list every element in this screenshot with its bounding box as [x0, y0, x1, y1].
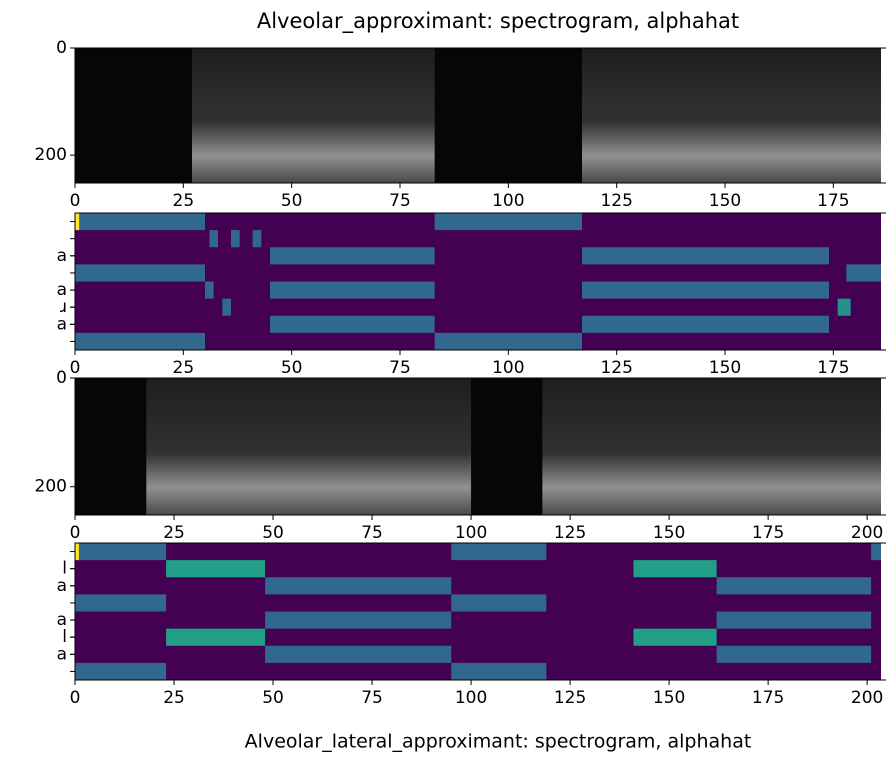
- x-tick-label: 0: [70, 523, 81, 543]
- spectrogram-energy: [542, 378, 881, 515]
- y-tick-label: 200: [35, 145, 67, 165]
- x-tick-label: 25: [173, 358, 195, 378]
- heatmap-cell: [434, 213, 582, 231]
- x-tick-label: 50: [262, 688, 284, 708]
- heatmap-cell: [270, 247, 435, 265]
- heatmap-cell: [716, 645, 872, 663]
- heatmap-cell: [716, 611, 872, 629]
- x-tick-label: 125: [554, 523, 586, 543]
- heatmap-cell: [582, 315, 829, 333]
- y-tick-label: a: [57, 576, 67, 596]
- heatmap-cell: [79, 213, 205, 231]
- y-tick-label: 0: [56, 368, 67, 388]
- x-axis-label: Alveolar_lateral_approximant: spectrogra…: [245, 731, 752, 753]
- y-tick-label: a: [57, 610, 67, 630]
- x-tick-label: 125: [600, 191, 632, 211]
- heatmap-cell: [451, 594, 547, 612]
- x-tick-label: 100: [492, 358, 524, 378]
- x-tick-label: 150: [653, 523, 685, 543]
- x-tick-label: 75: [361, 523, 383, 543]
- heatmap-cell: [252, 230, 262, 248]
- heatmap-cell: [265, 611, 452, 629]
- axes-frame: [74, 377, 886, 516]
- x-tick-label: 100: [455, 523, 487, 543]
- x-tick-label: 50: [281, 191, 303, 211]
- heatmap-cell: [265, 577, 452, 595]
- x-tick-label: 25: [163, 688, 185, 708]
- x-tick-label: 0: [70, 688, 81, 708]
- x-tick-label: 100: [492, 191, 524, 211]
- heatmap-cell: [716, 577, 872, 595]
- x-tick-label: 50: [262, 523, 284, 543]
- y-tick-label: l: [62, 627, 67, 647]
- x-tick-label: 150: [653, 688, 685, 708]
- x-tick-label: 0: [70, 191, 81, 211]
- heatmap-cell: [166, 628, 266, 646]
- y-tick-label: 0: [56, 38, 67, 58]
- heatmap-cell: [434, 332, 582, 350]
- axes-frame: [74, 212, 886, 351]
- heatmap-cell: [75, 264, 205, 282]
- heatmap-cell: [582, 247, 829, 265]
- heatmap-cell: [871, 543, 881, 561]
- x-tick-label: 25: [163, 523, 185, 543]
- axes-frame: [74, 47, 886, 184]
- heatmap-cell: [205, 281, 214, 299]
- heatmap-cell: [846, 264, 881, 282]
- heatmap-cell: [451, 662, 547, 680]
- x-tick-label: 75: [389, 358, 411, 378]
- heatmap-cell: [209, 230, 218, 248]
- heatmap-cell: [270, 281, 435, 299]
- spectrogram-energy: [582, 48, 881, 183]
- heatmap-cell: [78, 543, 167, 561]
- heatmap-cell: [582, 281, 829, 299]
- axes-frame: [74, 542, 886, 681]
- heatmap-cell: [166, 560, 266, 578]
- x-tick-label: 150: [709, 191, 741, 211]
- x-tick-label: 200: [851, 523, 883, 543]
- x-tick-label: 175: [752, 688, 784, 708]
- x-tick-label: 150: [709, 358, 741, 378]
- x-tick-label: 125: [600, 358, 632, 378]
- x-tick-label: 50: [281, 358, 303, 378]
- x-tick-label: 0: [70, 358, 81, 378]
- heatmap-cell: [451, 543, 547, 561]
- heatmap-cell: [75, 662, 167, 680]
- x-tick-label: 25: [173, 191, 195, 211]
- y-tick-label: a: [57, 280, 67, 300]
- x-tick-label: 125: [554, 688, 586, 708]
- x-tick-label: 175: [817, 358, 849, 378]
- y-tick-label: a: [57, 314, 67, 334]
- x-tick-label: 175: [752, 523, 784, 543]
- heatmap-cell: [75, 543, 79, 561]
- spectrogram-energy: [146, 378, 472, 515]
- y-tick-label: 200: [35, 477, 67, 497]
- heatmap-cell: [75, 213, 80, 231]
- heatmap-cell: [633, 628, 717, 646]
- x-tick-label: 75: [389, 191, 411, 211]
- heatmap-cell: [633, 560, 717, 578]
- x-tick-label: 175: [817, 191, 849, 211]
- heatmap-cell: [265, 645, 452, 663]
- y-tick-label: a: [57, 644, 67, 664]
- x-tick-label: 100: [455, 688, 487, 708]
- heatmap-cell: [231, 230, 240, 248]
- chart-title: Alveolar_approximant: spectrogram, alpha…: [257, 9, 739, 34]
- x-tick-label: 75: [361, 688, 383, 708]
- heatmap-cell: [222, 298, 231, 316]
- heatmap-cell: [837, 298, 851, 316]
- y-tick-label: ɹ: [60, 297, 67, 317]
- heatmap-cell: [75, 332, 205, 350]
- y-tick-label: a: [57, 246, 67, 266]
- y-tick-label: l: [62, 559, 67, 579]
- heatmap-cell: [75, 594, 167, 612]
- spectrogram-energy: [192, 48, 435, 183]
- heatmap-cell: [270, 315, 435, 333]
- x-tick-label: 200: [851, 688, 883, 708]
